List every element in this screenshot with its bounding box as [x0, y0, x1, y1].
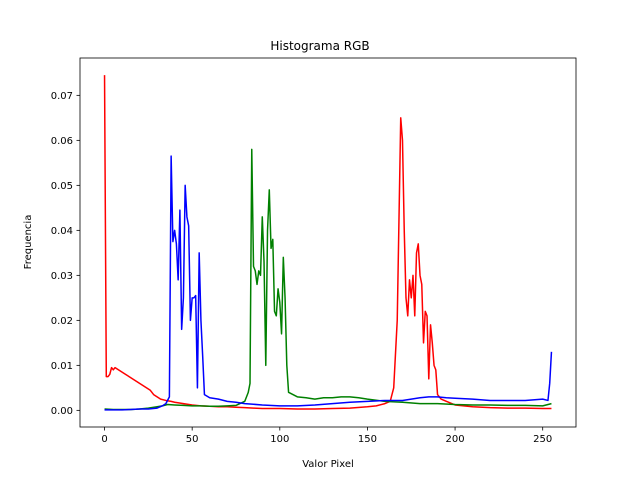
y-tick-label: 0.03 — [51, 271, 73, 282]
plot-frame — [79, 57, 577, 428]
y-axis-label: Frequencia — [23, 215, 34, 270]
y-tick-label: 0.00 — [51, 406, 73, 417]
x-tick-label: 100 — [270, 434, 289, 445]
x-tick-label: 50 — [186, 434, 199, 445]
y-tick-label: 0.06 — [51, 136, 73, 147]
y-tick-label: 0.01 — [51, 361, 73, 372]
series-line-blue — [104, 155, 553, 411]
y-tick-label: 0.04 — [51, 226, 73, 237]
series-layer — [103, 75, 553, 411]
y-tick-label: 0.07 — [51, 91, 73, 102]
x-tick-label: 250 — [533, 434, 552, 445]
y-axis: 0.00 0.01 0.02 0.03 0.04 0.05 0.06 0.07 — [51, 91, 80, 417]
y-tick-label: 0.02 — [51, 316, 73, 327]
x-tick-label: 150 — [358, 434, 377, 445]
y-tick-label: 0.05 — [51, 181, 73, 192]
x-tick-label: 200 — [446, 434, 465, 445]
x-axis-label: Valor Pixel — [302, 459, 354, 470]
x-tick-label: 0 — [101, 434, 107, 445]
series-line-red — [103, 75, 552, 410]
chart-title: Histograma RGB — [270, 39, 369, 53]
x-axis: 0 50 100 150 200 250 — [101, 427, 552, 445]
